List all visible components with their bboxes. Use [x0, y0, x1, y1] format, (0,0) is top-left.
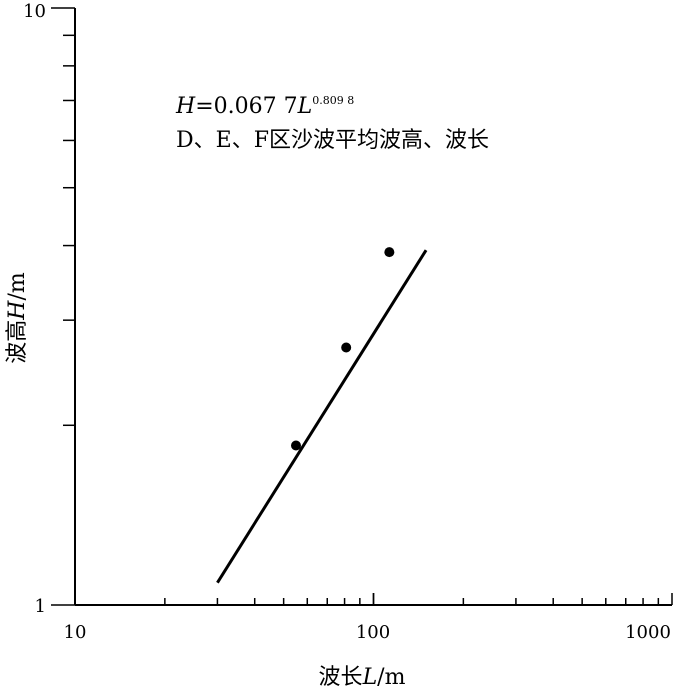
x-tick-label-100: 100: [356, 622, 390, 643]
minor-ticks: [51, 7, 673, 606]
x-tick-label-1000: 1000: [625, 622, 671, 643]
data-point-1: [290, 440, 301, 451]
fit-line: [216, 249, 428, 584]
data-point-3: [384, 247, 395, 258]
y-axis-label: 波高H/m: [5, 272, 30, 364]
data-point-2: [341, 342, 352, 353]
fit-equation: H=0.067 7L0.809 8: [175, 94, 354, 119]
tick-labels: 10 100 1000 1 10: [23, 1, 671, 643]
data-points: [290, 247, 395, 451]
fit-line-path: [216, 249, 428, 584]
x-tick-label-10: 10: [64, 622, 87, 643]
x-axis-label: 波长L/m: [319, 665, 406, 689]
y-tick-label-10: 10: [23, 1, 46, 22]
y-tick-label-1: 1: [35, 596, 46, 617]
annotation-text: D、E、F区沙波平均波高、波长: [176, 128, 489, 153]
axes: [74, 8, 672, 606]
